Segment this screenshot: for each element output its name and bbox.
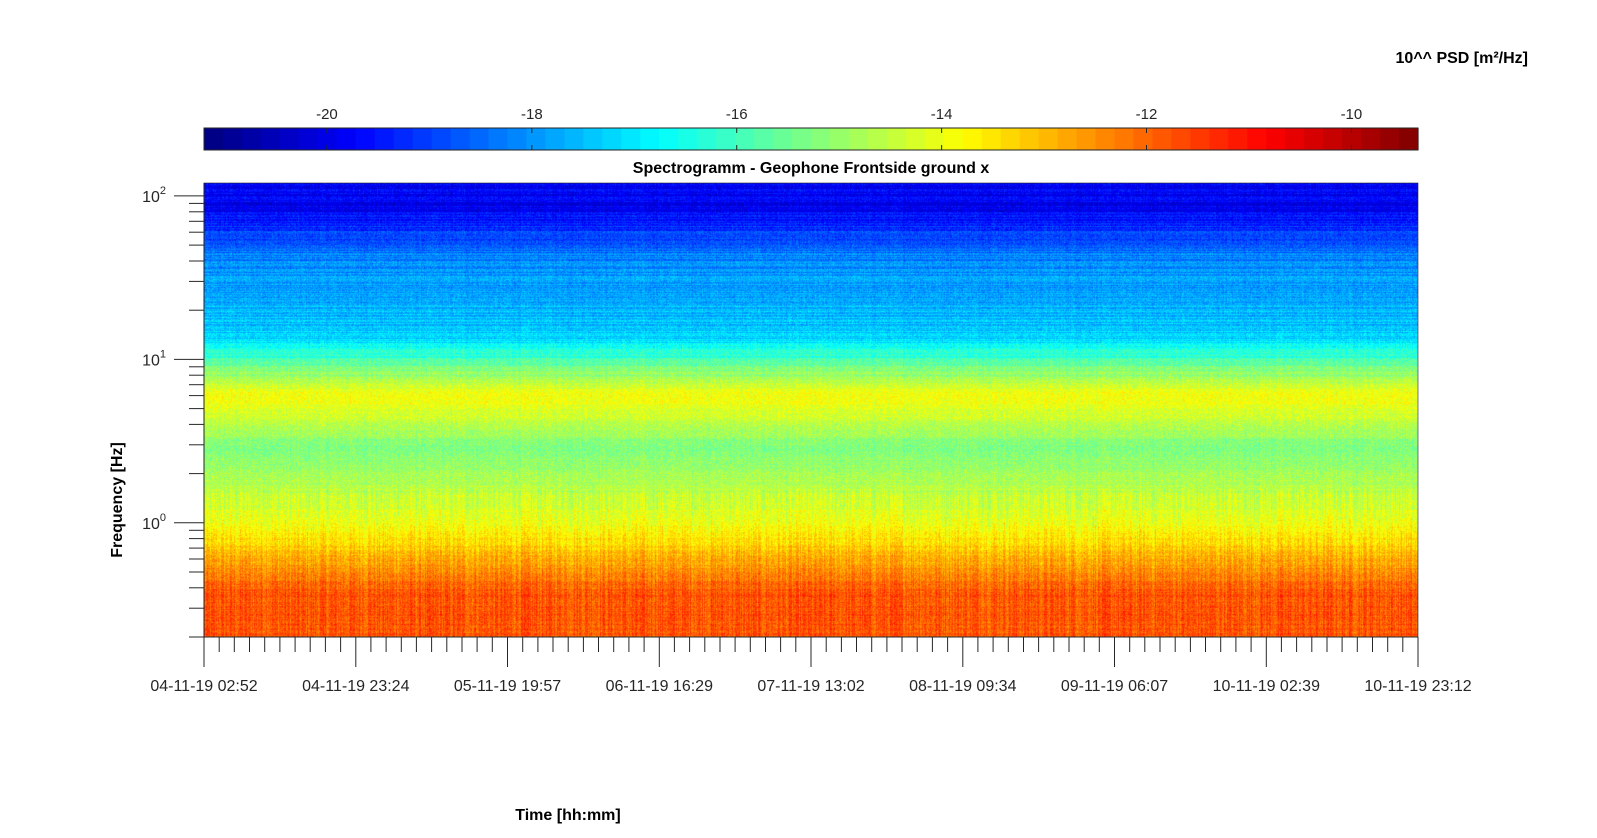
colorbar-cell: [829, 128, 850, 150]
colorbar-cell: [393, 128, 414, 150]
colorbar-cell: [905, 128, 926, 150]
colorbar-cell: [355, 128, 376, 150]
x-tick-label: 06-11-19 16:29: [606, 678, 713, 695]
x-tick-label: 05-11-19 19:57: [454, 678, 561, 695]
colorbar-tick-label: -14: [931, 106, 953, 123]
colorbar-cell: [1399, 128, 1419, 150]
colorbar-cell: [1095, 128, 1116, 150]
colorbar-cell: [602, 128, 622, 150]
y-axis: 102 101 100: [142, 183, 205, 638]
x-tick-label: 10-11-19 23:12: [1364, 678, 1471, 695]
colorbar-cell: [640, 128, 660, 150]
y-tick-label: 100: [142, 512, 166, 533]
colorbar-cell: [1266, 128, 1286, 150]
y-minor-ticks: [174, 195, 204, 638]
colorbar-cell: [1342, 128, 1362, 150]
colorbar-cell: [1114, 128, 1135, 150]
x-axis-label: Time [hh:mm]: [515, 807, 620, 824]
colorbar-cell: [1209, 128, 1229, 150]
colorbar-cell: [469, 128, 490, 150]
colorbar-label: 10^^ PSD [m²/Hz]: [1396, 50, 1528, 67]
x-tick-label: 08-11-19 09:34: [909, 678, 1016, 695]
x-tick-label: 07-11-19 13:02: [757, 678, 864, 695]
colorbar-cell: [659, 128, 679, 150]
colorbar-cell: [488, 128, 509, 150]
colorbar-cell: [317, 128, 338, 150]
colorbar-cell: [1000, 128, 1021, 150]
colorbar-cell: [1190, 128, 1210, 150]
colorbar-cell: [1133, 128, 1154, 150]
spectrogram-plot-area: [203, 182, 1419, 638]
colorbar-ticks: -20 -18 -16 -14 -12 -10: [316, 106, 1362, 150]
colorbar-cell: [583, 128, 603, 150]
colorbar-cell: [943, 128, 964, 150]
colorbar-cell: [564, 128, 584, 150]
colorbar-cell: [886, 128, 907, 150]
colorbar-cell: [735, 128, 755, 150]
colorbar-cell: [867, 128, 888, 150]
colorbar-cell: [848, 128, 869, 150]
colorbar-cell: [924, 128, 945, 150]
y-major-ticks: 102 101 100: [142, 185, 166, 533]
x-axis: 04-11-19 02:52 04-11-19 23:24 05-11-19 19:…: [150, 636, 1472, 695]
x-tick-label: 04-11-19 23:24: [302, 678, 409, 695]
chart-title: Spectrogramm - Geophone Frontside ground…: [633, 160, 990, 177]
colorbar-cell: [526, 128, 547, 150]
colorbar-cell: [773, 128, 793, 150]
colorbar-cell: [1038, 128, 1059, 150]
colorbar-tick-label: -20: [316, 106, 338, 123]
x-minor-ticks: [203, 637, 1419, 667]
colorbar-cell: [1228, 128, 1248, 150]
colorbar-cell: [298, 128, 319, 150]
colorbar-cell: [1304, 128, 1324, 150]
colorbar-cell: [507, 128, 528, 150]
colorbar-cell: [621, 128, 641, 150]
colorbar-cell: [1019, 128, 1040, 150]
colorbar-cell: [811, 128, 831, 150]
colorbar-cell: [678, 128, 698, 150]
colorbar-cell: [1323, 128, 1343, 150]
colorbar-cell: [545, 128, 566, 150]
x-major-ticks: 04-11-19 02:52 04-11-19 23:24 05-11-19 19:…: [150, 678, 1471, 695]
colorbar-cell: [412, 128, 433, 150]
y-axis-label: Frequency [Hz]: [109, 442, 126, 558]
colorbar-cell: [754, 128, 774, 150]
colorbar-tick-label: -16: [726, 106, 748, 123]
colorbar-cell: [450, 128, 471, 150]
x-tick-label: 09-11-19 06:07: [1061, 678, 1168, 695]
colorbar-cell: [1057, 128, 1078, 150]
colorbar-cell: [279, 128, 300, 150]
colorbar-cell: [1171, 128, 1191, 150]
y-tick-label: 101: [142, 348, 166, 369]
colorbar-cell: [1152, 128, 1173, 150]
colorbar-cell: [981, 128, 1002, 150]
colorbar-tick-label: -10: [1341, 106, 1363, 123]
colorbar-cell: [204, 128, 224, 150]
colorbar-cell: [222, 128, 243, 150]
colorbar-tick-label: -18: [521, 106, 543, 123]
colorbar-cell: [1247, 128, 1267, 150]
colorbar-cell: [1285, 128, 1305, 150]
colorbar-cell: [1380, 128, 1400, 150]
colorbar-cell: [792, 128, 812, 150]
colorbar-frame: [203, 127, 1419, 151]
colorbar-cell: [1361, 128, 1381, 150]
x-tick-label: 10-11-19 02:39: [1213, 678, 1320, 695]
colorbar-cell: [241, 128, 262, 150]
colorbar-cell: [336, 128, 357, 150]
colorbar-tick-label: -12: [1136, 106, 1158, 123]
colorbar-cell: [260, 128, 281, 150]
colorbar-cell: [374, 128, 395, 150]
colorbar-cell: [1076, 128, 1097, 150]
colorbar-cell: [697, 128, 717, 150]
colorbar-cell: [716, 128, 736, 150]
x-tick-label: 04-11-19 02:52: [150, 678, 257, 695]
colorbar: -20 -18 -16 -14 -12 -10: [203, 106, 1419, 151]
colorbar-gradient: [204, 128, 1419, 150]
colorbar-cell: [431, 128, 452, 150]
colorbar-cell: [962, 128, 983, 150]
y-tick-label: 102: [142, 185, 166, 206]
spectrogram-heatmap: [204, 183, 1418, 637]
